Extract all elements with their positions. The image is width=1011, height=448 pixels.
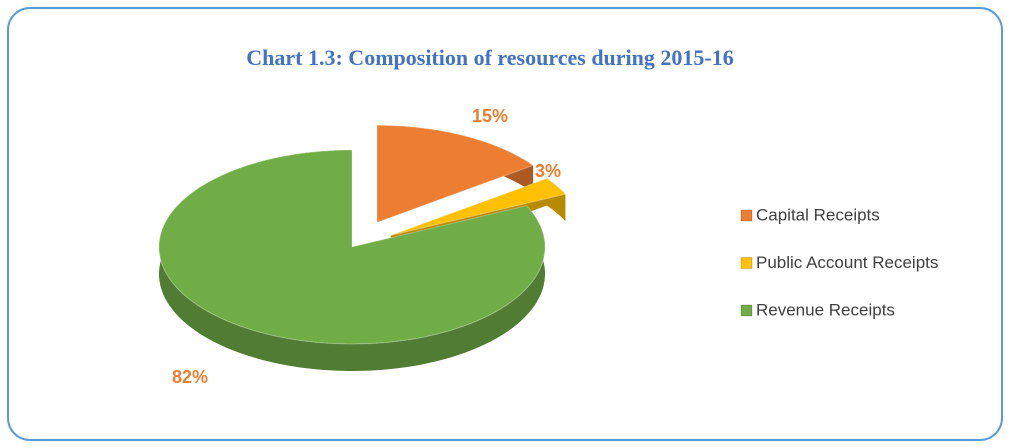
legend-label: Capital Receipts [756, 205, 880, 224]
legend-swatch [740, 209, 753, 222]
data-label: 15% [472, 106, 508, 126]
legend-label: Revenue Receipts [756, 300, 895, 319]
slice [376, 124, 535, 224]
legend-label: Public Account Receipts [756, 253, 938, 272]
data-label: 82% [172, 367, 208, 387]
legend-swatch [740, 257, 753, 269]
slice [390, 177, 567, 236]
data-label: 3% [535, 161, 561, 181]
chart-title: Chart 1.3: Composition of resources duri… [246, 45, 733, 70]
slice [158, 149, 546, 345]
legend-swatch [740, 304, 753, 317]
